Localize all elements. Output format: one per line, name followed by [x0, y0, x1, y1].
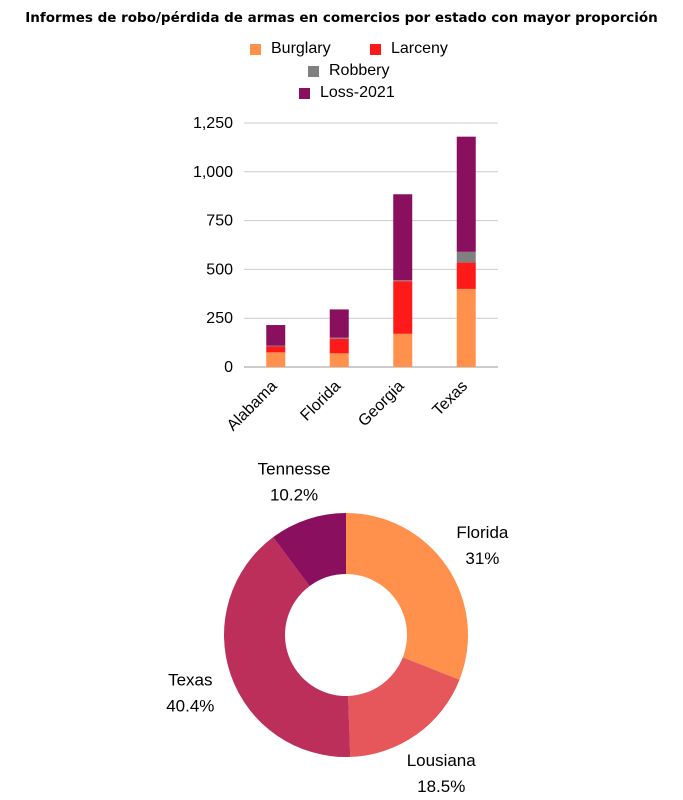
x-tick-label-florida: Florida	[297, 378, 344, 425]
y-tick-label: 0	[224, 359, 233, 376]
bar-burglary-texas	[456, 288, 476, 367]
x-tick-label-texas: Texas	[430, 378, 472, 420]
slice-texas	[224, 537, 351, 757]
bar-larceny-florida	[329, 338, 349, 354]
stacked-bar-chart: 0 250 500 750 1,000 1,250 Alabama Florida Georgi…	[193, 115, 498, 435]
slice-percent-tennesse: 10.2%	[270, 485, 318, 504]
bar-larceny-alabama	[266, 346, 286, 353]
legend-item-larceny: Larceny	[370, 40, 448, 58]
x-tick-label-alabama: Alabama	[224, 378, 281, 435]
bar-burglary-florida	[329, 353, 349, 367]
slice-florida	[346, 513, 468, 680]
legend-label-burglary: Burglary	[271, 40, 331, 57]
legend-swatch-burglary	[250, 43, 261, 55]
slice-label-florida: Florida	[456, 523, 509, 542]
y-tick-label: 1,000	[193, 164, 233, 181]
bar-loss-2021-florida	[329, 309, 349, 338]
legend-swatch-loss-2021	[299, 87, 310, 99]
slice-lousiana	[348, 657, 460, 757]
slice-label-lousiana: Lousiana	[407, 751, 477, 770]
legend-item-robbery: Robbery	[308, 62, 389, 80]
slice-label-texas: Texas	[168, 671, 212, 690]
legend-item-loss-2021: Loss-2021	[299, 84, 395, 102]
y-tick-label: 750	[206, 213, 233, 230]
bar-robbery-texas	[456, 251, 476, 263]
y-tick-label: 1,250	[193, 115, 233, 132]
bar-loss-2021-texas	[456, 136, 476, 252]
legend-label-loss-2021: Loss-2021	[320, 84, 395, 101]
slice-percent-florida: 31%	[465, 549, 499, 568]
legend-swatch-robbery	[308, 65, 319, 77]
bar-larceny-georgia	[393, 281, 413, 334]
bar-robbery-georgia	[393, 280, 413, 282]
y-tick-label: 500	[206, 261, 233, 278]
slice-tennesse	[273, 513, 346, 587]
slice-label-tennesse: Tennesse	[258, 459, 331, 478]
slice-percent-lousiana: 18.5%	[417, 777, 465, 796]
bar-loss-2021-alabama	[266, 325, 286, 346]
legend-item-burglary: Burglary	[250, 40, 331, 58]
legend-swatch-larceny	[370, 43, 381, 55]
y-tick-label: 250	[206, 310, 233, 327]
chart-title: Informes de robo/pérdida de armas en com…	[25, 10, 658, 26]
legend-label-robbery: Robbery	[329, 62, 390, 79]
bar-larceny-texas	[456, 262, 476, 289]
x-tick-label-georgia: Georgia	[355, 378, 407, 430]
bar-burglary-georgia	[393, 333, 413, 367]
bar-robbery-alabama	[266, 345, 286, 347]
bar-robbery-florida	[329, 337, 349, 339]
bar-burglary-alabama	[266, 352, 286, 367]
legend-label-larceny: Larceny	[391, 40, 448, 57]
bar-loss-2021-georgia	[393, 194, 413, 281]
slice-percent-texas: 40.4%	[166, 697, 214, 716]
